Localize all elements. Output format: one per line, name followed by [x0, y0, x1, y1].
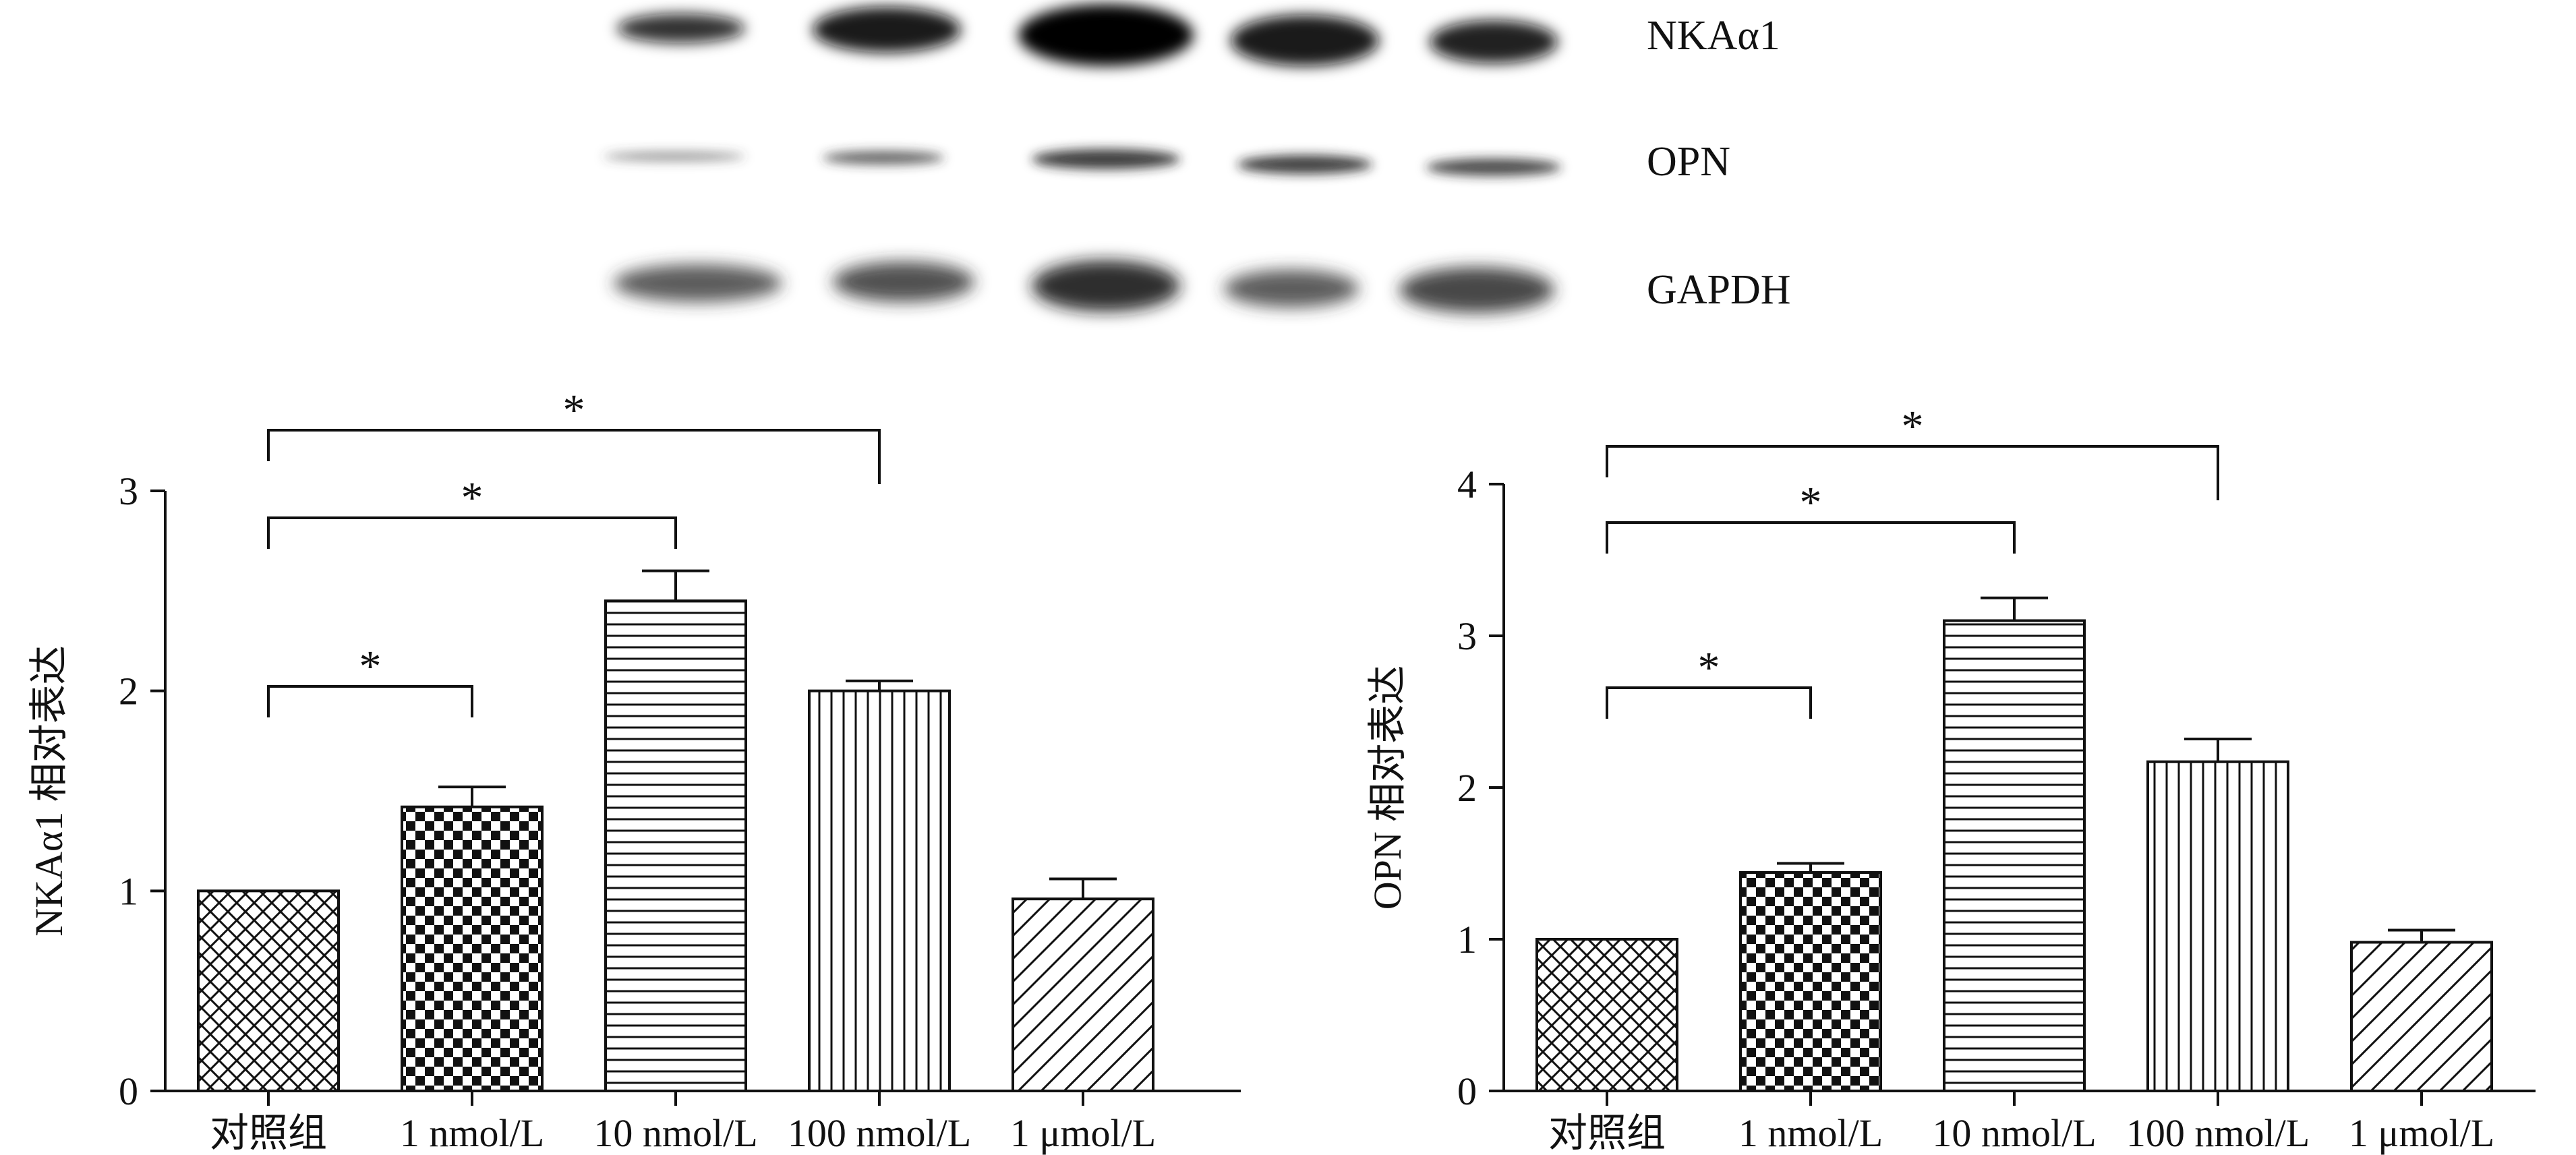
- significance-star: *: [1800, 478, 1822, 527]
- blot-label-gapdh: GAPDH: [1647, 267, 1791, 313]
- y-axis-label: NKAα1 相对表达: [27, 645, 71, 937]
- y-axis-label: OPN 相对表达: [1366, 665, 1409, 910]
- x-tick-label: 10 nmol/L: [593, 1111, 757, 1155]
- bar: [604, 599, 747, 1092]
- y-tick-label: 1: [119, 869, 138, 913]
- x-tick-label: 1 μmol/L: [1010, 1111, 1156, 1155]
- blot-label-opn: OPN: [1647, 139, 1731, 185]
- bar: [2146, 760, 2289, 1092]
- blot-row-gapdh: [614, 260, 1554, 313]
- significance-bracket: [267, 685, 473, 717]
- bar: [1535, 938, 1678, 1092]
- bar: [2350, 941, 2493, 1092]
- x-tick-label: 对照组: [210, 1111, 327, 1155]
- x-tick-label: 1 nmol/L: [400, 1111, 544, 1155]
- significance-star: *: [1698, 643, 1720, 692]
- y-tick-label: 0: [119, 1069, 138, 1113]
- y-tick-label: 4: [1457, 463, 1477, 506]
- x-tick-label: 10 nmol/L: [1932, 1111, 2096, 1155]
- x-tick-label: 1 nmol/L: [1738, 1111, 1883, 1155]
- significance-star: *: [1902, 402, 1924, 451]
- bar: [1943, 619, 2086, 1092]
- significance-star: *: [563, 386, 585, 435]
- blot-row-opn: [604, 149, 1561, 176]
- y-tick-label: 0: [1457, 1069, 1477, 1113]
- x-tick-label: 100 nmol/L: [2126, 1111, 2310, 1155]
- western-blot-panel: NKAα1 OPN GAPDH: [0, 0, 2576, 378]
- y-tick-label: 3: [119, 469, 138, 513]
- blot-image: [604, 4, 1561, 313]
- x-tick-label: 1 μmol/L: [2349, 1111, 2494, 1155]
- significance-bracket: [267, 429, 881, 484]
- significance-bracket: [1606, 521, 2016, 554]
- significance-star: *: [359, 642, 382, 691]
- bar: [1012, 897, 1154, 1092]
- significance-bracket: [267, 516, 677, 549]
- y-tick-label: 1: [1457, 918, 1477, 961]
- blot-row-nka: [617, 4, 1558, 66]
- blot-label-nka: NKAα1: [1647, 13, 1780, 59]
- x-tick-label: 对照组: [1548, 1111, 1666, 1155]
- y-tick-label: 2: [119, 670, 138, 713]
- significance-bracket: [1606, 686, 1812, 719]
- x-tick-label: 100 nmol/L: [788, 1111, 971, 1155]
- bar: [197, 889, 340, 1093]
- significance-bracket: [1606, 445, 2219, 500]
- bar: [401, 805, 544, 1092]
- y-tick-label: 2: [1457, 766, 1477, 810]
- bar: [808, 689, 951, 1092]
- significance-star: *: [461, 473, 484, 523]
- y-tick-label: 3: [1457, 614, 1477, 658]
- bar: [1739, 871, 1882, 1092]
